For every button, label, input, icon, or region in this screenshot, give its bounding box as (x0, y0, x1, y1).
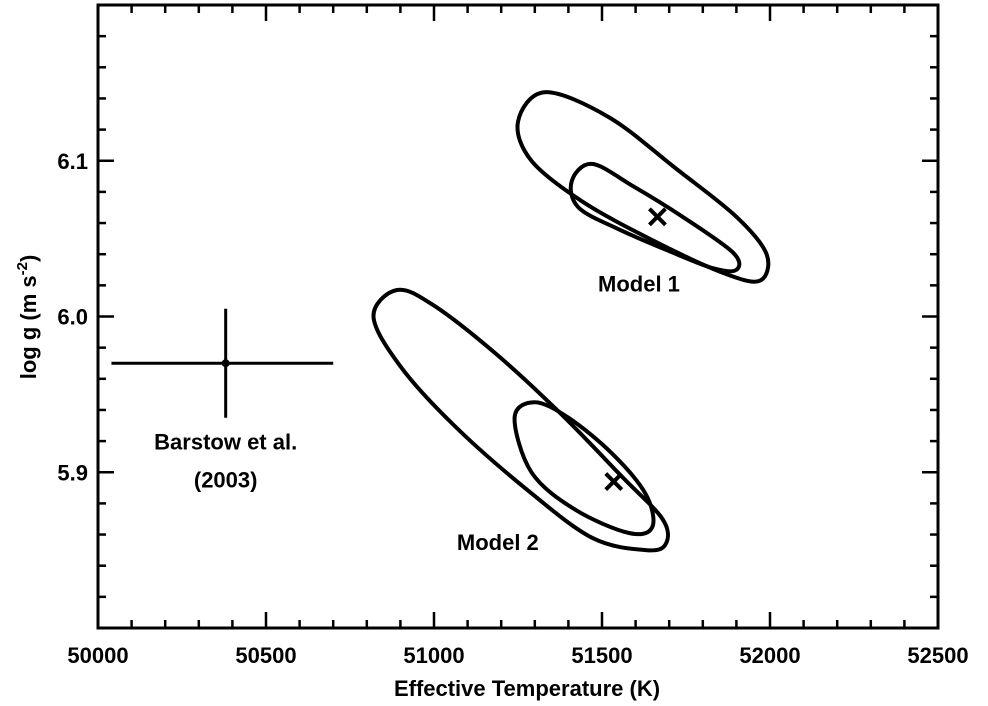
y-axis-label-main: log g (m s (16, 275, 41, 379)
barstow-point (221, 359, 230, 368)
x-axis-label: Effective Temperature (K) (394, 676, 660, 701)
model-2-label: Model 2 (457, 530, 539, 555)
y-tick-label: 6.1 (57, 149, 88, 174)
x-tick-label: 51000 (403, 643, 464, 668)
x-tick-labels: 50000 50500 51000 51500 52000 52500 (67, 643, 968, 668)
y-tick-labels: 5.9 6.0 6.1 (57, 149, 88, 486)
model-1-label: Model 1 (598, 272, 680, 297)
model-2-best-fit-marker (604, 472, 624, 492)
x-tick-label: 50000 (67, 643, 128, 668)
x-tick-label: 51500 (571, 643, 632, 668)
y-axis-label: log g (m s-2) (14, 255, 41, 380)
y-tick-label: 6.0 (57, 305, 88, 330)
barstow-label-line: Barstow et al. (154, 430, 297, 455)
x-tick-label: 50500 (235, 643, 296, 668)
y-axis-label-exponent: -2 (14, 262, 31, 275)
x-tick-label: 52000 (739, 643, 800, 668)
y-axis-label-close: ) (16, 255, 41, 262)
confidence-contours (371, 90, 771, 553)
contour-model-1-inner (568, 161, 742, 274)
contour-model-2-outer (371, 287, 670, 553)
cross-stroke (648, 207, 667, 227)
annotations: Model 1 Model 2 (457, 272, 680, 556)
tick-marks (96, 3, 940, 630)
contour-model-1-outer (515, 90, 771, 284)
model-1-best-fit-marker (648, 207, 667, 227)
y-tick-label: 5.9 (57, 460, 88, 485)
cross-stroke (604, 472, 624, 492)
x-tick-label: 52500 (907, 643, 968, 668)
data-points: Barstow et al. (2003) (111, 207, 667, 493)
contour-model-2-inner (512, 400, 656, 537)
barstow-label-line: (2003) (194, 468, 258, 493)
